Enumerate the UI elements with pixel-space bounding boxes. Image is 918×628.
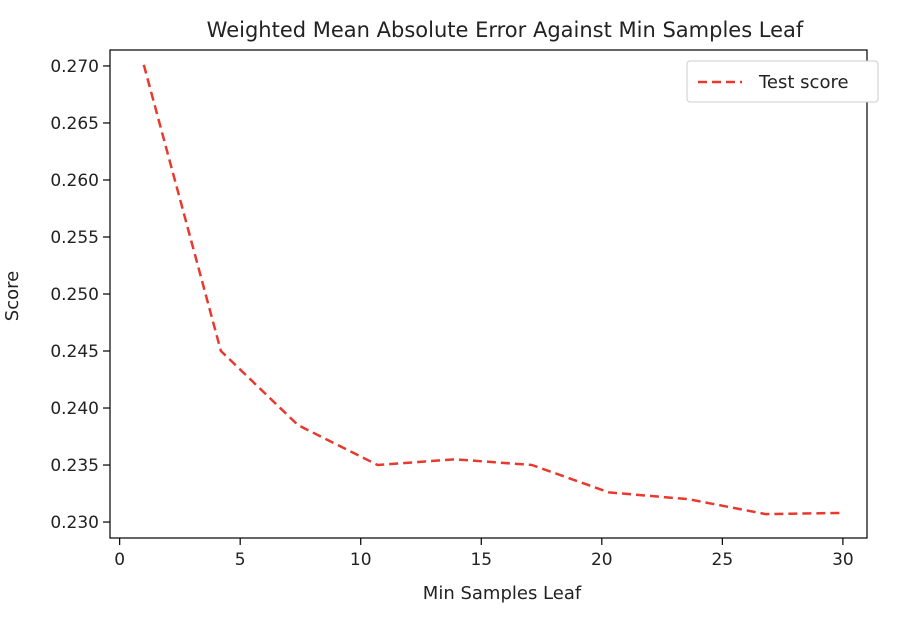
x-tick-label: 10 [350,550,372,570]
y-tick-label: 0.270 [50,57,99,77]
series-line-test-score [142,64,843,516]
y-axis-title: Score [2,271,23,321]
y-tick-label: 0.245 [50,342,99,362]
legend: Test score [686,60,879,103]
chart-title: Weighted Mean Absolute Error Against Min… [207,18,804,42]
y-tick-label: 0.260 [50,171,99,191]
series-layer [142,64,843,516]
y-tick-label: 0.250 [50,285,99,305]
y-axis-ticks: 0.230 0.235 0.240 0.245 0.250 0.255 0.260 0.265… [50,57,110,533]
y-tick-label: 0.235 [50,456,99,476]
x-tick-label: 5 [235,550,246,570]
y-tick-label: 0.230 [50,513,99,533]
x-axis-ticks: 0 5 10 15 20 25 30 [114,538,854,570]
x-tick-label: 20 [591,550,613,570]
plot-background [110,50,867,538]
y-tick-label: 0.265 [50,114,99,134]
x-axis-title: Min Samples Leaf [423,583,582,604]
y-tick-label: 0.255 [50,228,99,248]
x-tick-label: 0 [114,550,125,570]
x-tick-label: 30 [832,550,854,570]
y-tick-label: 0.240 [50,399,99,419]
x-tick-label: 25 [712,550,734,570]
plot-frame [109,49,868,539]
legend-label-test-score: Test score [758,72,849,93]
x-tick-label: 15 [470,550,492,570]
legend-box [686,60,879,103]
